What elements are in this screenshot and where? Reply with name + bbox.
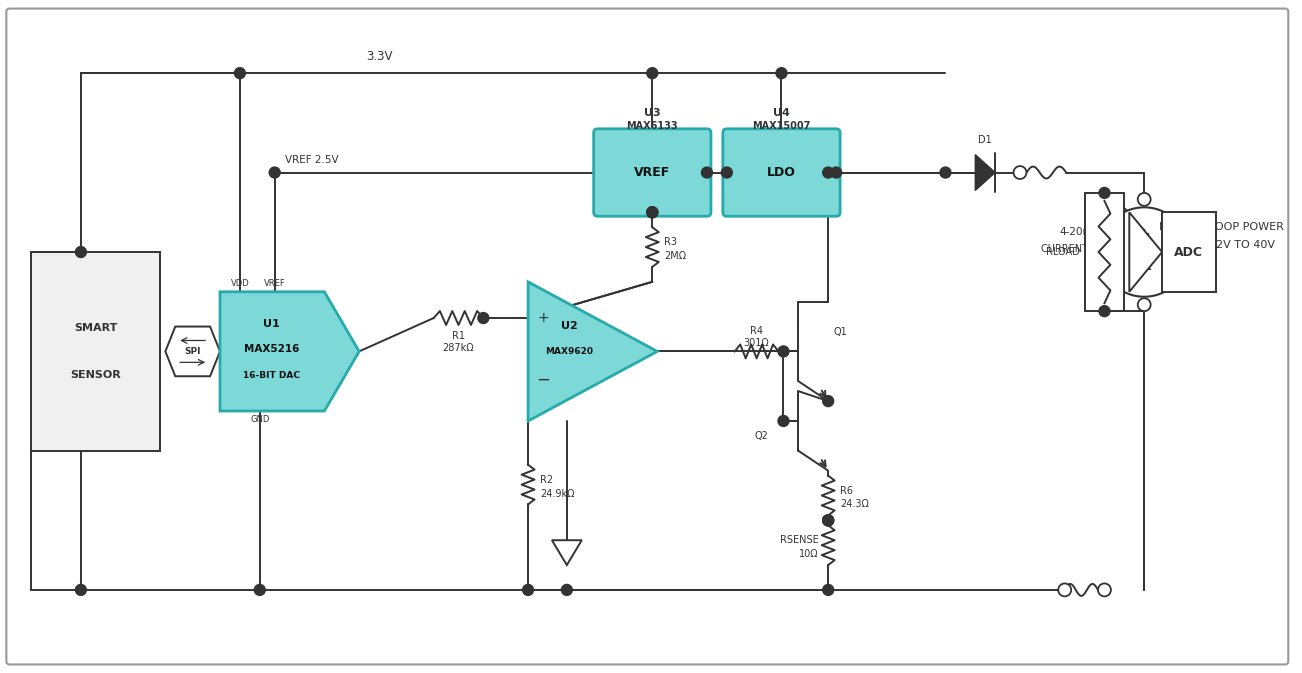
Circle shape bbox=[76, 584, 86, 596]
Circle shape bbox=[254, 584, 266, 596]
Circle shape bbox=[76, 246, 86, 258]
Text: R2: R2 bbox=[540, 474, 553, 485]
Text: LOOP POWER: LOOP POWER bbox=[1208, 222, 1284, 232]
Polygon shape bbox=[552, 540, 582, 565]
Circle shape bbox=[1099, 207, 1189, 297]
Circle shape bbox=[823, 396, 833, 406]
Text: 24.9kΩ: 24.9kΩ bbox=[540, 489, 574, 499]
Text: VREF 2.5V: VREF 2.5V bbox=[285, 155, 339, 165]
Text: −: − bbox=[536, 370, 549, 388]
Text: MAX9620: MAX9620 bbox=[546, 347, 594, 356]
Circle shape bbox=[776, 68, 786, 79]
Polygon shape bbox=[220, 292, 359, 411]
Circle shape bbox=[1099, 188, 1109, 199]
Text: RLOAD: RLOAD bbox=[1046, 247, 1079, 257]
Text: MAX5216: MAX5216 bbox=[243, 344, 299, 354]
Polygon shape bbox=[975, 155, 995, 190]
FancyBboxPatch shape bbox=[1085, 193, 1125, 311]
Text: VDD: VDD bbox=[230, 279, 249, 288]
Text: DC: DC bbox=[1159, 222, 1176, 232]
Text: 10Ω: 10Ω bbox=[798, 549, 818, 559]
Circle shape bbox=[779, 346, 789, 357]
Text: R6: R6 bbox=[840, 485, 853, 495]
Circle shape bbox=[270, 167, 280, 178]
Text: SPI: SPI bbox=[185, 347, 201, 356]
Text: LDO: LDO bbox=[767, 166, 796, 179]
Circle shape bbox=[647, 207, 658, 218]
Polygon shape bbox=[529, 282, 658, 421]
Circle shape bbox=[1098, 583, 1111, 596]
Text: 287kΩ: 287kΩ bbox=[443, 343, 474, 353]
Text: +: + bbox=[1138, 227, 1151, 242]
Text: MAX15007: MAX15007 bbox=[753, 120, 811, 131]
Text: 301Ω: 301Ω bbox=[743, 339, 769, 349]
Text: U1: U1 bbox=[263, 319, 280, 329]
Circle shape bbox=[721, 167, 732, 178]
Text: VREF: VREF bbox=[634, 166, 671, 179]
Circle shape bbox=[1013, 166, 1026, 179]
FancyBboxPatch shape bbox=[7, 9, 1288, 664]
Circle shape bbox=[234, 68, 245, 79]
Text: −: − bbox=[1137, 261, 1152, 279]
Text: U3: U3 bbox=[644, 108, 660, 118]
Circle shape bbox=[823, 167, 833, 178]
Text: U4: U4 bbox=[773, 108, 790, 118]
Circle shape bbox=[831, 167, 841, 178]
FancyBboxPatch shape bbox=[594, 129, 711, 216]
Circle shape bbox=[823, 515, 833, 526]
Text: SMART: SMART bbox=[74, 322, 117, 332]
Text: GND: GND bbox=[250, 415, 270, 424]
Circle shape bbox=[522, 584, 534, 596]
Text: 2MΩ: 2MΩ bbox=[664, 251, 686, 261]
Circle shape bbox=[823, 515, 833, 526]
Circle shape bbox=[1138, 298, 1151, 311]
Polygon shape bbox=[1129, 212, 1163, 292]
Circle shape bbox=[1138, 193, 1151, 206]
Text: R4: R4 bbox=[750, 326, 763, 336]
Text: R1: R1 bbox=[452, 331, 465, 341]
Circle shape bbox=[647, 68, 658, 79]
Text: CURRENT LOOP: CURRENT LOOP bbox=[1042, 244, 1118, 254]
Circle shape bbox=[1059, 583, 1072, 596]
Circle shape bbox=[823, 584, 833, 596]
Circle shape bbox=[779, 415, 789, 427]
Text: 12V TO 40V: 12V TO 40V bbox=[1208, 240, 1275, 250]
Circle shape bbox=[478, 312, 488, 324]
Text: 24.3Ω: 24.3Ω bbox=[840, 499, 868, 509]
Text: R3: R3 bbox=[664, 237, 677, 247]
Circle shape bbox=[561, 584, 573, 596]
Circle shape bbox=[940, 167, 950, 178]
Circle shape bbox=[823, 515, 833, 526]
FancyBboxPatch shape bbox=[31, 252, 160, 451]
Circle shape bbox=[647, 207, 658, 218]
Text: Q2: Q2 bbox=[755, 431, 768, 441]
Text: ADC: ADC bbox=[1174, 246, 1203, 258]
Text: 3.3V: 3.3V bbox=[366, 50, 392, 63]
Text: RSENSE: RSENSE bbox=[780, 535, 818, 545]
Polygon shape bbox=[165, 326, 220, 376]
Text: MAX6133: MAX6133 bbox=[626, 120, 678, 131]
Text: VREF: VREF bbox=[264, 279, 285, 288]
Circle shape bbox=[1099, 306, 1109, 316]
Text: 4-20mA: 4-20mA bbox=[1060, 227, 1100, 237]
Circle shape bbox=[647, 207, 658, 218]
FancyBboxPatch shape bbox=[1163, 212, 1216, 292]
Text: U2: U2 bbox=[561, 322, 578, 331]
FancyBboxPatch shape bbox=[723, 129, 840, 216]
Text: +: + bbox=[538, 311, 549, 325]
Text: 16-BIT DAC: 16-BIT DAC bbox=[243, 371, 299, 380]
Text: Q1: Q1 bbox=[833, 326, 846, 336]
Text: SENSOR: SENSOR bbox=[70, 370, 121, 380]
Text: D1: D1 bbox=[978, 135, 992, 145]
Circle shape bbox=[702, 167, 712, 178]
